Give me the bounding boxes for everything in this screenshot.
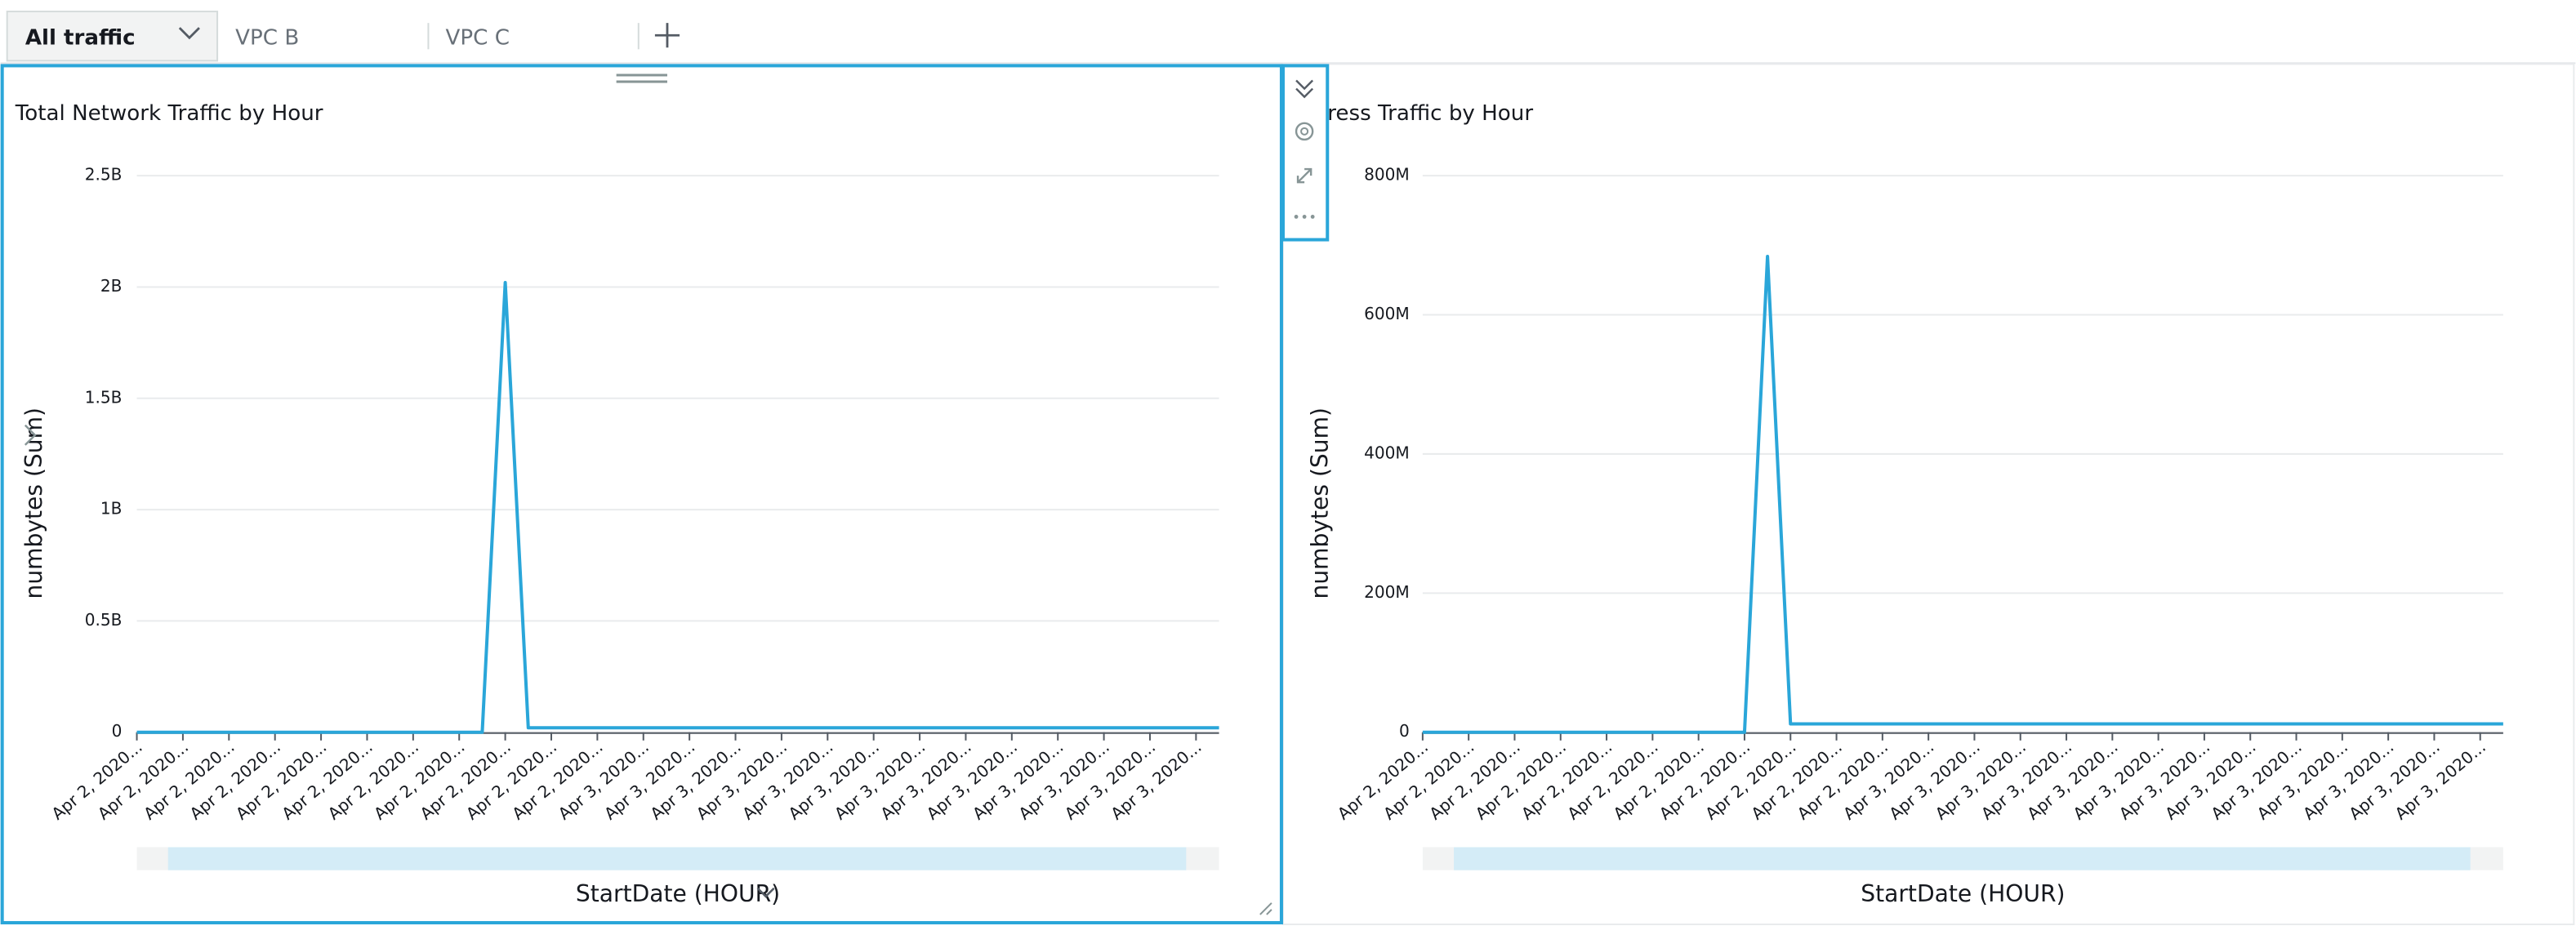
tab-active[interactable]	[6, 11, 219, 62]
panel[interactable]	[1281, 63, 2575, 925]
chart: Total Network Traffic by Hour 0 0.5B 1B 1.5B…	[15, 101, 1219, 907]
y-tick-label: 0.5B	[85, 610, 123, 630]
y-tick-label: 0	[1399, 721, 1410, 741]
y-tick-label: 200M	[1364, 582, 1410, 602]
tab-dropdown[interactable]	[178, 27, 200, 40]
scrollbar-thumb	[167, 847, 1187, 870]
y-tick-label: 1B	[100, 499, 123, 519]
collapse-icon[interactable]	[1295, 79, 1314, 99]
data-line	[1422, 254, 2503, 734]
settings-icon-center	[1300, 127, 1309, 136]
y-axis-label: numbytes (Sum)	[20, 407, 47, 599]
expand-icon[interactable]	[1296, 167, 1313, 184]
y-tick-label: 600M	[1364, 304, 1410, 323]
tab-label[interactable]: VPC B	[235, 25, 299, 50]
settings-icon[interactable]	[1295, 122, 1314, 141]
y-tick-label: 2B	[100, 276, 123, 296]
tab-bar	[0, 0, 2576, 63]
x-field-dropdown	[756, 887, 775, 898]
data-line	[136, 281, 1219, 734]
tab-label[interactable]: All traffic	[25, 25, 136, 50]
side-expander[interactable]	[24, 424, 37, 446]
more-icon[interactable]	[1294, 214, 1315, 219]
y-axis-label: numbytes (Sum)	[1306, 407, 1333, 599]
tab-label[interactable]: VPC C	[446, 25, 510, 50]
drag-handle[interactable]	[616, 73, 667, 83]
y-tick-label: 0	[112, 721, 123, 741]
resize-handle[interactable]	[1259, 902, 1272, 915]
y-tick-label: 1.5B	[85, 387, 123, 407]
visual-toolbar	[1281, 64, 1330, 242]
chart-title: ress Traffic by Hour	[1327, 101, 1533, 126]
chart-title: Total Network Traffic by Hour	[15, 101, 323, 126]
x-axis-label: StartDate (HOUR)	[1861, 880, 2065, 907]
y-tick-label: 2.5B	[85, 165, 123, 185]
y-tick-label: 400M	[1364, 443, 1410, 462]
scrollbar-thumb	[1454, 847, 2471, 870]
y-tick-label: 800M	[1364, 165, 1410, 185]
add-tab[interactable]	[654, 23, 680, 48]
x-axis-label: StartDate (HOUR)	[576, 880, 780, 907]
panel-selected[interactable]	[0, 64, 1283, 924]
